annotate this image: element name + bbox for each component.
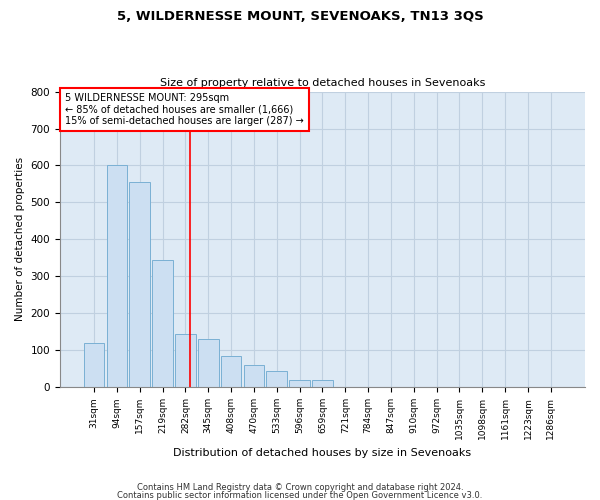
- Bar: [152, 260, 173, 388]
- Bar: [221, 356, 241, 388]
- Bar: [198, 340, 218, 388]
- Bar: [84, 343, 104, 388]
- Bar: [130, 182, 150, 388]
- Bar: [107, 166, 127, 388]
- Bar: [175, 334, 196, 388]
- Bar: [312, 380, 333, 388]
- Text: 5 WILDERNESSE MOUNT: 295sqm
← 85% of detached houses are smaller (1,666)
15% of : 5 WILDERNESSE MOUNT: 295sqm ← 85% of det…: [65, 93, 304, 126]
- X-axis label: Distribution of detached houses by size in Sevenoaks: Distribution of detached houses by size …: [173, 448, 472, 458]
- Bar: [289, 380, 310, 388]
- Title: Size of property relative to detached houses in Sevenoaks: Size of property relative to detached ho…: [160, 78, 485, 88]
- Bar: [244, 365, 264, 388]
- Text: Contains HM Land Registry data © Crown copyright and database right 2024.: Contains HM Land Registry data © Crown c…: [137, 484, 463, 492]
- Y-axis label: Number of detached properties: Number of detached properties: [15, 158, 25, 322]
- Text: 5, WILDERNESSE MOUNT, SEVENOAKS, TN13 3QS: 5, WILDERNESSE MOUNT, SEVENOAKS, TN13 3Q…: [116, 10, 484, 23]
- Bar: [266, 370, 287, 388]
- Text: Contains public sector information licensed under the Open Government Licence v3: Contains public sector information licen…: [118, 490, 482, 500]
